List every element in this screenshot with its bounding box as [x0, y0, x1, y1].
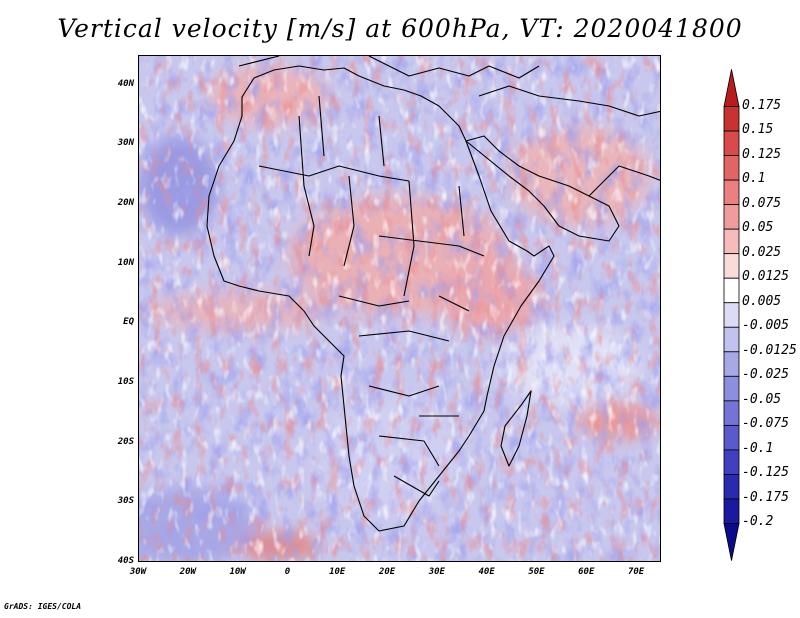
colorbar-box	[723, 400, 740, 426]
lat-tick-label: 10S	[117, 377, 134, 388]
lat-tick-label: 40N	[117, 78, 134, 89]
colorbar-box	[723, 179, 740, 206]
lat-tick-label: 30N	[117, 138, 134, 149]
colorbar-box	[723, 155, 740, 181]
lat-tick-label: EQ	[123, 317, 134, 328]
colorbar-tick-label: -0.05	[742, 391, 782, 407]
colorbar-box	[723, 130, 740, 156]
lon-tick-label: 0	[284, 567, 291, 577]
colorbar-box	[723, 474, 740, 500]
colorbar-bottom-triangle	[723, 523, 740, 561]
lat-tick-label: 10N	[117, 257, 134, 268]
lon-tick-label: 30E	[428, 567, 445, 577]
colorbar-tick-label: 0.025	[742, 244, 782, 260]
colorbar-tick-label: 0.1	[742, 171, 766, 187]
colorbar-box	[723, 449, 740, 475]
colorbar-box	[723, 498, 740, 524]
colorbar-tick-label: -0.2	[742, 514, 774, 530]
madagascar-coastline	[500, 390, 532, 467]
colorbar-box	[723, 277, 740, 304]
lon-tick-label: 50E	[528, 567, 545, 577]
colorbar-tick-label: -0.025	[742, 367, 789, 383]
colorbar-box	[723, 375, 740, 402]
middle-east-coastline	[478, 85, 660, 197]
coastlines-and-borders	[206, 56, 660, 532]
lon-tick-label: 70E	[627, 567, 645, 577]
colorbar-box	[723, 326, 740, 353]
lon-tick-label: 10W	[229, 567, 246, 577]
colorbar-box	[723, 253, 740, 279]
colorbar-tick-label: 0.0125	[742, 269, 789, 285]
colorbar-box	[723, 351, 740, 377]
country-borders	[258, 95, 485, 497]
colorbar-box	[723, 302, 740, 328]
colorbar-top-triangle	[723, 69, 740, 107]
colorbar-tick-label: 0.075	[742, 195, 782, 211]
chart-title: Vertical velocity [m/s] at 600hPa, VT: 2…	[57, 14, 743, 43]
lat-tick-label: 20S	[117, 436, 134, 447]
lon-tick-label: 20W	[179, 567, 196, 577]
lat-tick-label: 20N	[117, 198, 134, 209]
map-panel[interactable]	[138, 55, 661, 562]
colorbar-tick-label: 0.125	[742, 146, 782, 162]
colorbar-box	[723, 424, 740, 451]
colorbar-box	[723, 204, 740, 230]
colorbar-tick-label: -0.005	[742, 318, 789, 334]
colorbar-tick-label: -0.125	[742, 465, 789, 481]
mediterranean-coastline	[238, 56, 540, 79]
lat-tick-label: 30S	[117, 496, 134, 507]
colorbar-tick-label: -0.1	[742, 440, 774, 456]
colorbar-box	[723, 106, 740, 132]
colorbar-tick-label: 0.005	[742, 293, 782, 309]
grads-credit: GrADS: IGES/COLA	[4, 602, 82, 611]
field-texture-neutral	[139, 56, 660, 561]
lon-tick-label: 30W	[129, 567, 147, 577]
colorbar-tick-label: -0.0125	[742, 342, 797, 358]
lon-tick-label: 60E	[578, 567, 595, 577]
lon-tick-label: 40E	[478, 567, 495, 577]
africa-coastline	[206, 65, 555, 532]
vertical-velocity-field	[139, 56, 660, 561]
colorbar-box	[723, 228, 740, 255]
colorbar-tick-label: 0.15	[742, 122, 774, 138]
lon-tick-label: 20E	[378, 567, 396, 577]
lon-tick-label: 10E	[329, 567, 346, 577]
lat-tick-label: 40S	[117, 556, 134, 566]
colorbar-tick-label: -0.075	[742, 416, 789, 432]
colorbar-tick-label: 0.175	[742, 97, 782, 113]
colorbar-tick-label: 0.05	[742, 220, 774, 236]
arabia-coastline	[465, 135, 620, 242]
colorbar-tick-label: -0.175	[742, 489, 789, 505]
